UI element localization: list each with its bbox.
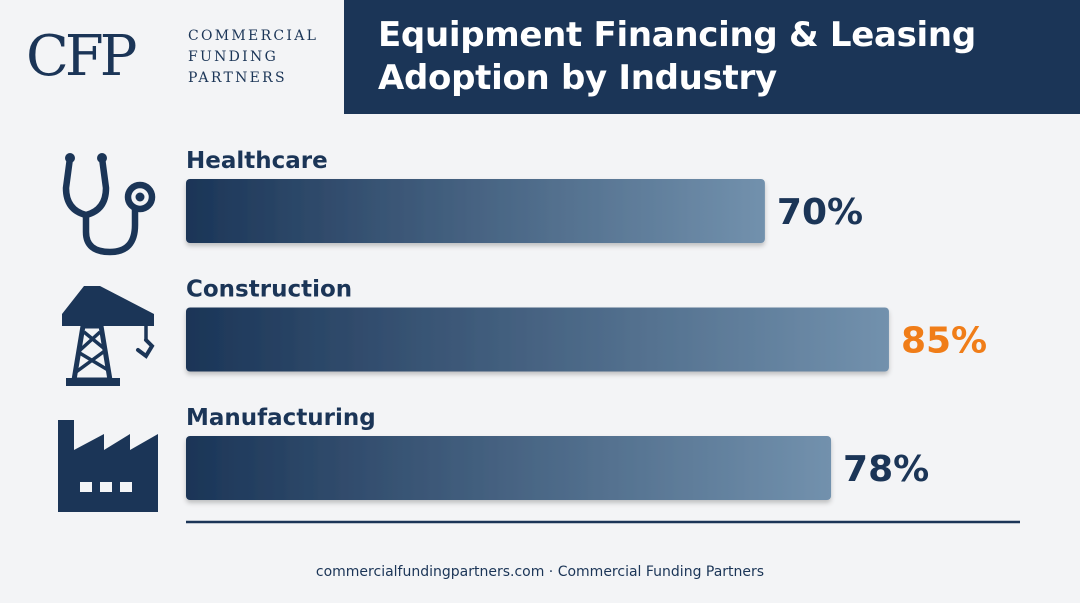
logo-line: PARTNERS (188, 70, 287, 86)
crane-icon (62, 286, 155, 386)
bar-healthcare (186, 179, 765, 243)
value-label: 78% (843, 449, 929, 490)
bars-layer: Healthcare 70% Construction 85% Manufacturin… (186, 148, 987, 500)
page-title: Equipment Financing & Leasing Adoption b… (378, 14, 1058, 100)
category-label: Healthcare (186, 148, 328, 174)
logo-line: COMMERCIAL (188, 28, 319, 44)
page-title-line-2: Adoption by Industry (378, 58, 777, 98)
logo-line: FUNDING (188, 49, 279, 65)
stethoscope-earpieces (65, 153, 145, 202)
bar-manufacturing (186, 436, 832, 500)
value-label: 70% (777, 192, 863, 233)
value-label: 85% (901, 321, 987, 362)
logo-mark: CFP (26, 24, 137, 89)
factory-icon (58, 420, 158, 512)
category-label: Manufacturing (186, 405, 376, 431)
category-label: Construction (186, 277, 352, 303)
brand-logo: CFP COMMERCIAL FUNDING PARTNERS (26, 22, 336, 92)
header-band (344, 0, 1080, 114)
logo-wordmark: COMMERCIAL FUNDING PARTNERS (188, 26, 318, 89)
footer-credit: commercialfundingpartners.com · Commerci… (315, 564, 765, 580)
page-title-line-1: Equipment Financing & Leasing (378, 15, 976, 55)
stethoscope-icon (62, 154, 156, 256)
bar-construction (186, 307, 889, 372)
